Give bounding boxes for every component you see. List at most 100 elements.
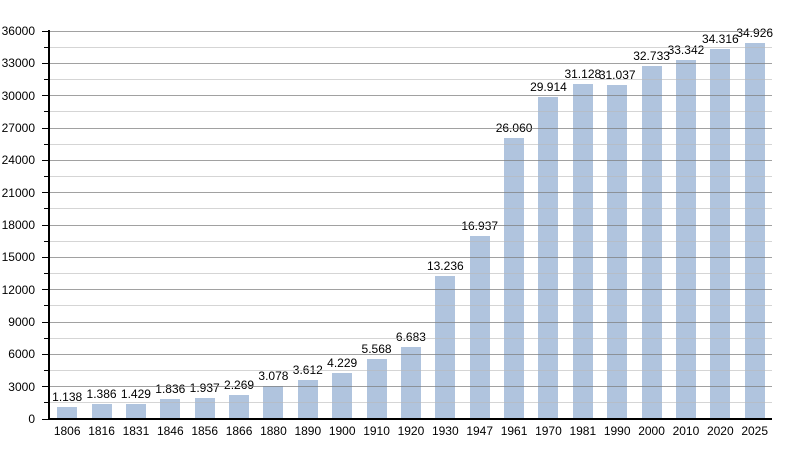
bar-slot: 31.128 — [564, 31, 601, 419]
y-axis-tick — [42, 159, 48, 161]
bar-1990 — [607, 84, 628, 419]
y-axis-label: 6000 — [8, 347, 35, 362]
bar-2000 — [641, 66, 662, 419]
bar-value-label: 5.568 — [361, 342, 392, 356]
x-axis-label: 1947 — [466, 424, 494, 438]
bar-1920 — [400, 346, 421, 419]
bar-value-label: 2.269 — [224, 377, 255, 392]
y-axis-label: 12000 — [1, 282, 35, 297]
y-axis-tick — [44, 402, 48, 404]
y-axis-tick — [44, 176, 48, 177]
y-axis-label: 18000 — [1, 218, 35, 232]
bar-value-label: 1.138 — [52, 389, 83, 404]
bar-value-label: 16.937 — [461, 219, 499, 234]
x-axis-label: 1900 — [328, 424, 356, 438]
bar-slot: 26.060 — [495, 31, 533, 419]
bar-1816 — [91, 404, 112, 419]
bar-slot: 1.836 — [153, 31, 187, 419]
y-axis-labels: 0 3000 6000 9000 12000 15000 18000 21000 24000 27… — [0, 24, 44, 426]
x-axis-line — [48, 418, 772, 420]
bar-value-label: 31.037 — [598, 67, 636, 82]
x-axis-label: 1970 — [535, 424, 562, 438]
bar-value-label: 33.342 — [667, 42, 705, 57]
bar-value-label: 3.612 — [292, 363, 323, 378]
bar-2025 — [744, 42, 765, 419]
y-axis-tick — [42, 30, 48, 32]
bar-1806 — [57, 406, 78, 419]
y-axis-label: 21000 — [1, 185, 35, 200]
y-axis-label: 36000 — [1, 24, 35, 38]
y-axis-label: 24000 — [1, 153, 35, 168]
x-axis-label: 2020 — [706, 424, 734, 438]
bar-value-label: 26.060 — [495, 121, 533, 136]
y-axis-tick — [44, 143, 48, 145]
x-axis-label: 1890 — [294, 424, 322, 438]
y-axis-tick — [42, 95, 48, 97]
x-axis-label: 1846 — [156, 424, 184, 438]
y-axis-label: 30000 — [1, 88, 35, 103]
x-axis-label: 1856 — [191, 424, 219, 438]
y-axis-line — [48, 30, 50, 420]
bar-1831 — [125, 403, 146, 419]
y-axis-label: 9000 — [8, 315, 35, 329]
bar-slot: 6.683 — [394, 31, 428, 419]
y-axis-tick — [42, 418, 48, 420]
x-axis-label: 1831 — [122, 424, 150, 438]
bar-slot: 5.568 — [359, 31, 393, 419]
y-axis-tick — [44, 273, 48, 274]
bar-value-label: 29.914 — [530, 79, 567, 94]
x-axis-label: 1930 — [431, 424, 459, 438]
y-axis-label: 33000 — [1, 56, 35, 71]
bar-1880 — [263, 385, 284, 419]
y-axis-tick — [42, 224, 48, 226]
x-axis-label: 1910 — [363, 424, 390, 438]
bar-slot: 29.914 — [530, 31, 567, 419]
y-axis-tick — [42, 386, 48, 388]
bar-slot: 4.229 — [325, 31, 359, 419]
bar-slot: 1.429 — [119, 31, 153, 419]
y-axis-tick — [44, 370, 48, 371]
bar-value-label: 1.937 — [189, 381, 220, 396]
bar-1961 — [504, 138, 525, 419]
bar-slot: 16.937 — [461, 31, 499, 419]
bar-value-label: 1.836 — [155, 382, 186, 397]
y-axis-tick — [42, 289, 48, 291]
x-axis-label: 2010 — [672, 424, 700, 438]
bar-1930 — [435, 276, 456, 419]
bar-value-label: 13.236 — [426, 259, 464, 274]
bars-layer: 1.138 1.386 1.429 1.836 1.937 2.269 3.078 3.612… — [50, 26, 773, 419]
y-axis-label: 15000 — [1, 250, 35, 265]
y-axis-tick — [42, 127, 48, 129]
bar-slot: 34.926 — [736, 26, 773, 419]
bar-1910 — [366, 359, 387, 419]
bar-value-label: 6.683 — [395, 329, 426, 344]
bar-1947 — [469, 236, 490, 419]
x-axis-label: 1880 — [260, 424, 287, 438]
bar-1866 — [229, 394, 250, 419]
bar-1856 — [194, 398, 215, 419]
x-axis-label: 2025 — [741, 424, 769, 438]
bar-2010 — [675, 59, 696, 419]
bar-1890 — [297, 380, 318, 419]
bar-slot: 33.342 — [667, 31, 705, 419]
bar-1846 — [160, 399, 181, 419]
bar-value-label: 1.386 — [86, 387, 117, 402]
bar-value-label: 1.429 — [120, 386, 151, 401]
y-axis-tick — [42, 62, 48, 64]
bar-slot: 3.612 — [291, 31, 325, 419]
x-axis-labels: 1806 1816 1831 1846 1856 1866 1880 1890 1900 1910… — [50, 424, 772, 438]
y-axis-tick — [42, 192, 48, 194]
y-axis-label: 0 — [28, 412, 35, 426]
bar-value-label: 4.229 — [327, 356, 358, 371]
y-axis-tick — [42, 321, 48, 323]
y-axis-tick — [44, 305, 48, 307]
bar-slot: 3.078 — [256, 31, 290, 419]
y-axis-label: 27000 — [1, 121, 35, 135]
x-axis-label: 1816 — [88, 424, 115, 438]
y-axis-tick — [44, 79, 48, 80]
y-axis-tick — [42, 256, 48, 258]
y-axis-label: 3000 — [8, 379, 35, 394]
bar-2020 — [710, 49, 731, 419]
bar-slot: 13.236 — [426, 31, 464, 419]
